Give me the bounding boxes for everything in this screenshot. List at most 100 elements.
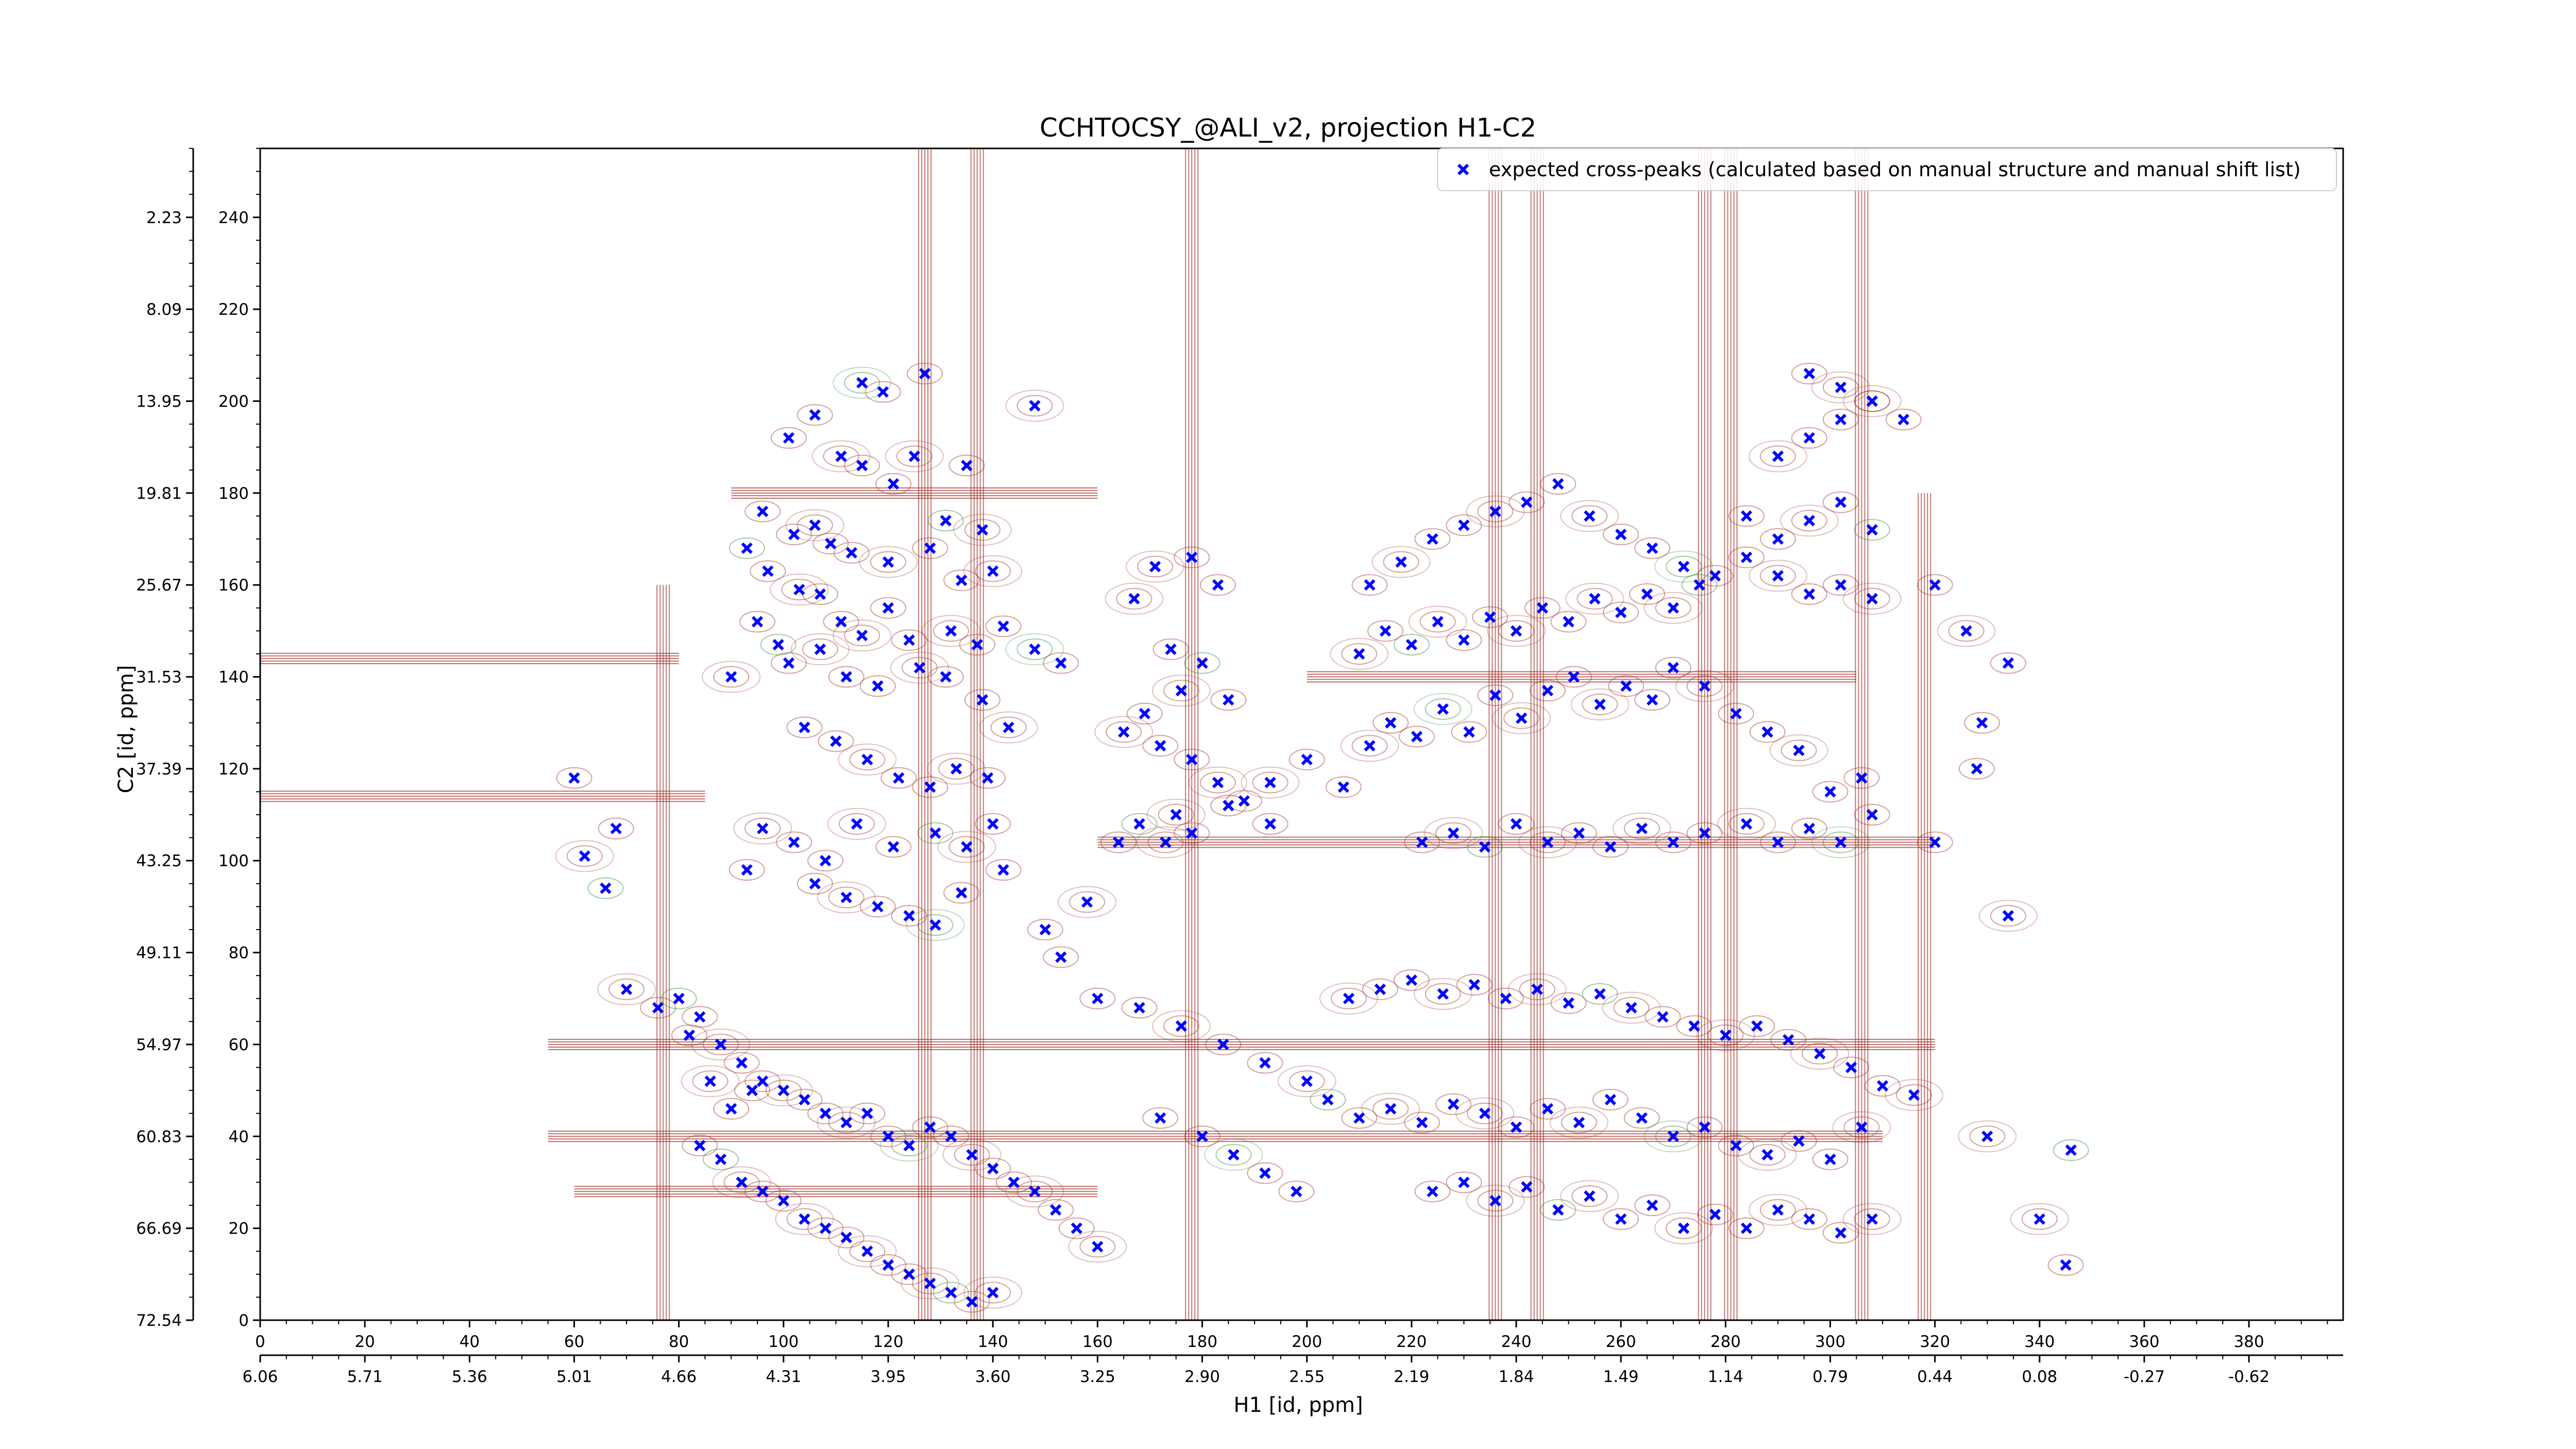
marker-stroke [1667, 602, 1679, 614]
contour-ring [1654, 550, 1714, 583]
contour-ring [890, 651, 949, 684]
marker-stroke [1573, 1117, 1585, 1128]
cross-peak-marker [1620, 680, 1632, 692]
contour-ring [1016, 395, 1053, 417]
contour-ring [1289, 1070, 1325, 1092]
contour-ring [1749, 721, 1786, 743]
marker-stroke [1128, 593, 1140, 605]
marker-stroke [1510, 818, 1522, 830]
cross-peak-marker [568, 772, 580, 784]
contour-ring [775, 1203, 834, 1235]
y-tick-label: 100 [218, 852, 249, 870]
contour-ring [1759, 831, 1796, 853]
cross-peak-marker [1500, 992, 1512, 1004]
contour-ring [1413, 693, 1472, 725]
marker-stroke [1170, 808, 1182, 821]
marker-stroke [2060, 1259, 2072, 1271]
contour-ring [1865, 1075, 1901, 1097]
contour-ring [1969, 1125, 2006, 1148]
contour-ring [1854, 390, 1890, 412]
x-tick-label: 380 [2234, 1333, 2264, 1351]
marker-stroke [1531, 983, 1543, 996]
contour-ring [901, 656, 938, 679]
x-ppm-tick-label: 0.08 [2022, 1368, 2057, 1386]
x-tick-label: 20 [354, 1333, 375, 1351]
cross-peak-marker [1740, 551, 1753, 563]
cross-peak-marker [1740, 1222, 1753, 1234]
cross-peak-marker [620, 983, 633, 996]
cross-peak-marker [1437, 988, 1449, 1000]
cross-peak-marker [1447, 827, 1460, 839]
cross-peak-marker [882, 1259, 894, 1271]
marker-stroke [1720, 1029, 1732, 1041]
cross-peak-marker [1615, 606, 1627, 618]
marker-stroke [1405, 638, 1417, 651]
marker-stroke [924, 1121, 936, 1133]
marker-stroke [971, 638, 983, 651]
marker-stroke [736, 1176, 748, 1188]
contour-ring [734, 1080, 770, 1102]
x-ppm-tick-label: 3.60 [975, 1368, 1011, 1386]
cross-peak-marker [861, 1107, 873, 1119]
cross-peak-marker [1081, 896, 1093, 908]
contour-ring [1184, 652, 1221, 674]
marker-stroke [987, 1162, 999, 1174]
x-tick-label: 320 [1920, 1333, 1950, 1351]
cross-peak-marker [799, 1093, 810, 1106]
contour-ring [1393, 969, 1430, 991]
marker-stroke [819, 855, 832, 867]
contour-ring [1466, 1185, 1525, 1217]
cross-peak-marker [1071, 1222, 1082, 1234]
cross-peak-marker [1751, 1020, 1763, 1032]
contour-ring [1696, 1019, 1755, 1052]
cross-peak-marker [777, 1195, 789, 1207]
cross-peak-marker [1552, 1204, 1564, 1216]
cross-peak-marker [1489, 1195, 1501, 1207]
marker-stroke [1835, 381, 1846, 393]
cross-peak-marker [1835, 496, 1846, 508]
marker-stroke [777, 1195, 789, 1207]
cross-peak-marker [1133, 1002, 1145, 1014]
contour-ring [937, 831, 996, 863]
marker-stroke [1699, 827, 1710, 839]
x-axis-label: H1 [id, ppm] [1233, 1393, 1363, 1417]
marker-stroke [945, 1287, 957, 1299]
cross-peak-marker [1824, 1153, 1836, 1166]
contour-ring [927, 752, 986, 785]
marker-stroke [1223, 800, 1234, 812]
cross-peak-marker [1845, 1062, 1857, 1073]
contour-ring [1655, 656, 1691, 679]
contour-ring [1707, 1024, 1744, 1047]
x-tick-label: 360 [2129, 1333, 2159, 1351]
marker-stroke [945, 625, 957, 637]
contour-ring [927, 510, 964, 532]
cross-peak-marker [1217, 1038, 1229, 1051]
contour-ring [1634, 689, 1671, 711]
marker-stroke [1866, 808, 1878, 821]
marker-stroke [1929, 579, 1941, 591]
x-tick-label: 80 [669, 1333, 689, 1351]
marker-stroke [1385, 1103, 1397, 1115]
marker-stroke [1730, 1140, 1742, 1152]
contour-ring [796, 404, 833, 426]
cross-peak-marker [976, 524, 988, 536]
contour-ring [823, 611, 859, 633]
marker-stroke [1751, 1020, 1763, 1032]
marker-stroke [976, 694, 988, 706]
cross-peak-marker [1437, 703, 1449, 715]
cross-peak-marker [1458, 519, 1470, 531]
marker-stroke [1814, 1048, 1826, 1059]
cross-peak-marker [1908, 1089, 1920, 1101]
contour-ring [1147, 831, 1184, 853]
cross-peak-marker [903, 634, 915, 646]
contour-ring [1748, 1193, 1807, 1226]
cross-peak-marker [835, 616, 847, 628]
contour-ring [1509, 1176, 1545, 1198]
cross-peak-marker [1039, 923, 1051, 936]
marker-stroke [1416, 1117, 1428, 1128]
contour-ring [959, 634, 995, 656]
contour-ring [1780, 504, 1839, 537]
cross-peak-marker [783, 657, 795, 669]
cross-peak-marker [1730, 1140, 1742, 1152]
